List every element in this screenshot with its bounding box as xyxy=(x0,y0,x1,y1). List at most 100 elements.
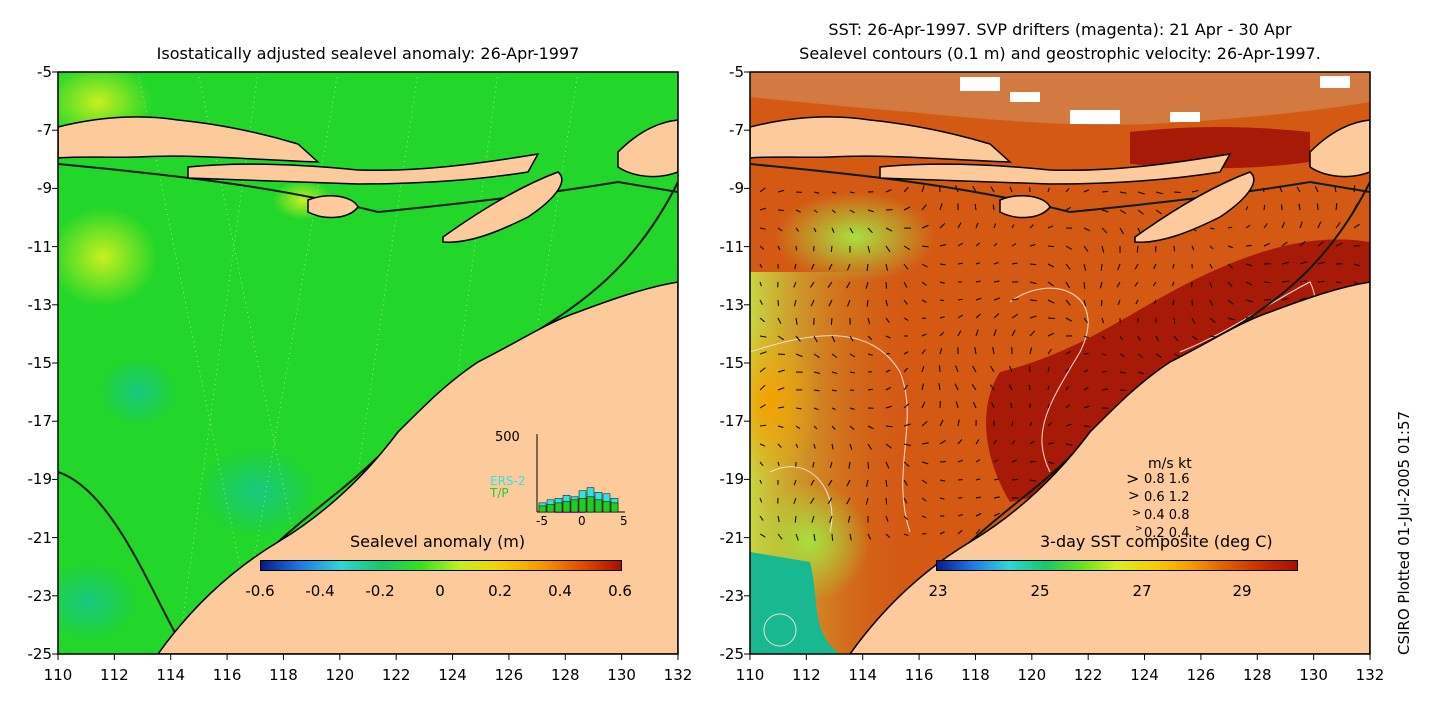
velocity-arrow xyxy=(1316,203,1319,211)
histogram-tp-bar xyxy=(562,501,571,513)
right-x-tick-label-8: 124 xyxy=(1130,666,1159,684)
left-x-tick-label-10: 128 xyxy=(550,666,580,684)
left-y-tick-label-7: -17 xyxy=(27,412,53,431)
left-colorbar-tick-2: -0.4 xyxy=(305,582,335,600)
velocity-arrow xyxy=(1047,317,1055,320)
velocity-legend-row-1: 0.8 1.6 xyxy=(1144,472,1190,487)
left-x-tick-label-4: 116 xyxy=(212,666,242,684)
histogram-tp-bar xyxy=(554,502,563,513)
velocity-arrow xyxy=(1029,299,1037,302)
right-y-tick-label-11: -25 xyxy=(719,645,745,663)
histogram-xtick-neg5: -5 xyxy=(536,514,548,528)
right-colorbar-tick-4: 29 xyxy=(1232,582,1252,600)
left-y-tick-label-6: -15 xyxy=(27,354,53,372)
left-x-tick-label-1: 110 xyxy=(43,666,73,684)
velocity-arrow xyxy=(1263,204,1266,211)
left-y-tick-label-1: -5 xyxy=(37,63,52,81)
velocity-arrow xyxy=(831,533,834,541)
velocity-legend-arrow-1: > xyxy=(1126,469,1140,488)
velocity-arrow xyxy=(867,461,870,469)
histogram-tp-bar xyxy=(538,505,547,513)
velocity-arrow xyxy=(885,497,888,505)
velocity-arrow xyxy=(1011,478,1018,481)
velocity-arrow xyxy=(939,460,947,463)
right-colorbar-tick-2: 25 xyxy=(1030,582,1050,600)
left-x-tick-label-12: 132 xyxy=(663,666,693,684)
right-y-tick-label-8: -19 xyxy=(719,470,745,489)
right-map-title-line2: Sealevel contours (0.1 m) and geostrophi… xyxy=(799,44,1321,63)
left-map-title: Isostatically adjusted sealevel anomaly:… xyxy=(156,44,580,63)
right-x-tick-label-11: 130 xyxy=(1299,666,1328,684)
left-x-tick-label-2: 112 xyxy=(100,666,129,684)
histogram-tp-label: T/P xyxy=(490,486,509,500)
velocity-arrow xyxy=(830,317,833,325)
left-colorbar xyxy=(260,560,622,571)
histogram-tp-bar xyxy=(610,502,619,513)
left-x-tick-label-11: 130 xyxy=(607,666,636,684)
right-x-tick-label-1: 110 xyxy=(735,666,765,684)
histogram-tp-bar xyxy=(602,501,611,513)
velocity-arrow xyxy=(1263,281,1271,284)
velocity-legend-arrow-2: > xyxy=(1128,488,1140,504)
left-colorbar-tick-5: 0.2 xyxy=(488,582,512,600)
plot-credit: CSIRO Plotted 01-Jul-2005 01:57 xyxy=(1395,410,1413,655)
histogram-svg xyxy=(536,434,625,513)
right-x-tick-label-6: 120 xyxy=(1017,666,1047,684)
right-y-tick-label-9: -21 xyxy=(719,528,745,547)
right-y-tick-label-10: -23 xyxy=(719,586,745,605)
velocity-legend-header: m/s kt xyxy=(1148,456,1192,472)
right-x-tick-label-4: 116 xyxy=(904,666,934,684)
right-y-tick-label-5: -13 xyxy=(719,295,745,314)
right-map-panel: m/s kt > 0.8 1.6 > 0.6 1.2 > 0.4 0.8 > 0… xyxy=(750,72,1370,654)
left-map-panel: 500 ERS-2 T/P -5 0 5 Sealevel anomaly (m… xyxy=(58,72,678,654)
left-y-tick-label-5: -13 xyxy=(27,295,53,314)
velocity-legend-row-2: 0.6 1.2 xyxy=(1144,490,1190,505)
right-x-tick-label-10: 128 xyxy=(1242,666,1272,684)
velocity-arrow xyxy=(1280,204,1283,211)
velocity-arrow xyxy=(1119,389,1127,392)
left-colorbar-tick-1: -0.6 xyxy=(245,582,275,600)
right-y-tick-label-3: -9 xyxy=(729,179,744,198)
velocity-arrow xyxy=(795,245,798,251)
left-x-tick-label-6: 120 xyxy=(325,666,355,684)
velocity-arrow xyxy=(1028,365,1031,373)
left-colorbar-tick-6: 0.4 xyxy=(548,582,572,600)
left-x-tick-label-5: 118 xyxy=(269,666,298,684)
right-x-tick-label-9: 126 xyxy=(1186,666,1216,684)
right-x-tick-label-5: 118 xyxy=(961,666,990,684)
observation-histogram xyxy=(535,434,625,514)
histogram-tp-bar xyxy=(546,504,555,513)
velocity-arrow xyxy=(885,281,888,289)
left-colorbar-title: Sealevel anomaly (m) xyxy=(350,532,526,551)
histogram-tp-bar xyxy=(594,499,603,513)
right-y-tick-label-6: -15 xyxy=(719,354,745,372)
left-x-tick-label-7: 122 xyxy=(381,666,411,684)
histogram-xtick-5: 5 xyxy=(620,514,628,528)
right-x-tick-label-2: 112 xyxy=(792,666,821,684)
right-colorbar-title: 3-day SST composite (deg C) xyxy=(1040,532,1273,551)
velocity-arrow xyxy=(1029,263,1037,266)
right-x-tick-label-7: 122 xyxy=(1073,666,1103,684)
right-y-tick-label-1: -5 xyxy=(729,63,744,81)
velocity-arrow xyxy=(777,299,779,306)
velocity-legend-row-3: 0.4 0.8 xyxy=(1144,508,1190,523)
velocity-arrow xyxy=(1100,299,1103,307)
right-y-tick-label-2: -7 xyxy=(729,121,744,140)
right-map-title-line1: SST: 26-Apr-1997. SVP drifters (magenta)… xyxy=(828,20,1292,39)
velocity-arrow xyxy=(1173,245,1176,252)
left-colorbar-tick-4: 0 xyxy=(435,582,445,600)
left-y-tick-label-11: -25 xyxy=(27,645,53,663)
velocity-arrow xyxy=(1335,281,1342,284)
left-y-tick-label-8: -19 xyxy=(27,470,53,489)
right-x-tick-label-3: 114 xyxy=(848,666,878,684)
left-x-tick-label-3: 114 xyxy=(156,666,186,684)
velocity-arrow xyxy=(1136,245,1139,253)
histogram-tp-bar xyxy=(570,499,579,513)
velocity-arrow xyxy=(1029,460,1036,463)
right-x-tick-label-12: 132 xyxy=(1355,666,1385,684)
left-x-tick-label-9: 126 xyxy=(494,666,524,684)
left-y-tick-label-10: -23 xyxy=(27,586,53,605)
velocity-arrow xyxy=(1173,191,1181,194)
left-x-tick-label-8: 124 xyxy=(438,666,467,684)
right-y-tick-label-4: -11 xyxy=(719,237,745,256)
